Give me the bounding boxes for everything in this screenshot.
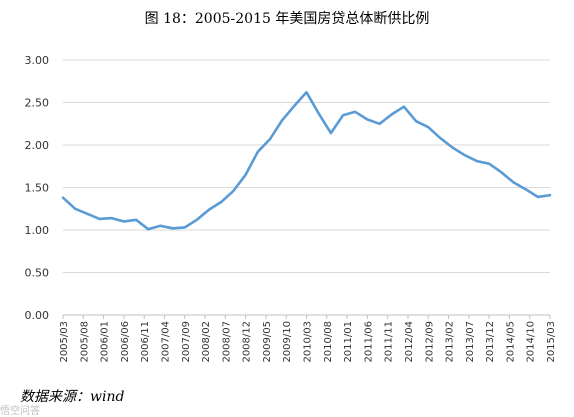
data-point (196, 219, 198, 221)
x-tick-label: 2014/05 (505, 321, 516, 363)
data-point (257, 151, 259, 153)
data-point (524, 188, 527, 190)
x-tick-label: 2013/02 (445, 321, 456, 363)
x-tick-label: 2008/12 (242, 321, 253, 363)
x-tick-label: 2012/09 (424, 321, 435, 363)
data-point (512, 181, 515, 184)
data-point (330, 132, 332, 134)
data-point (159, 224, 162, 227)
data-point (317, 112, 320, 115)
x-tick-label: 2011/11 (384, 321, 395, 363)
x-tick-label: 2006/06 (120, 321, 131, 363)
x-tick-label: 2005/08 (79, 321, 90, 363)
data-point (500, 171, 503, 173)
x-tick-label: 2010/08 (323, 321, 334, 363)
data-point (537, 196, 539, 198)
chart-title: 图 18：2005-2015 年美国房贷总体断供比例 (144, 11, 430, 27)
y-tick-label: 1.50 (25, 182, 50, 195)
data-point (147, 228, 150, 230)
x-tick-label: 2008/02 (201, 321, 212, 363)
source-note: 数据来源：wind (20, 389, 125, 405)
data-point (232, 190, 235, 192)
x-tick-label: 2009/10 (282, 321, 293, 363)
x-tick-label: 2005/03 (59, 321, 70, 363)
data-point (342, 114, 344, 117)
data-point (476, 160, 478, 162)
data-point (354, 111, 357, 113)
x-tick-label: 2006/01 (100, 321, 111, 363)
x-tick-label: 2013/12 (485, 321, 496, 363)
data-point (244, 173, 247, 176)
x-tick-label: 2010/03 (303, 321, 314, 363)
watermark: 悟空问答 (0, 406, 40, 417)
data-point (378, 122, 381, 125)
x-tick-label: 2013/07 (465, 321, 476, 363)
data-point (183, 226, 186, 229)
y-tick-label: 0.50 (25, 267, 50, 280)
data-point (220, 201, 223, 203)
x-tick-label: 2011/06 (363, 321, 374, 363)
data-point (123, 220, 125, 223)
y-tick-label: 3.00 (25, 54, 50, 67)
x-tick-label: 2007/09 (181, 321, 192, 363)
data-point (135, 219, 137, 221)
data-point (415, 120, 417, 122)
data-point (110, 217, 113, 219)
data-point (439, 137, 442, 139)
y-tick-label: 2.50 (25, 97, 50, 110)
data-point (74, 207, 76, 210)
data-point (293, 105, 296, 107)
data-point (171, 227, 174, 230)
x-tick-label: 2015/03 (546, 321, 557, 363)
data-point (549, 194, 551, 196)
y-tick-label: 1.00 (25, 224, 50, 237)
x-tick-label: 2012/04 (404, 321, 415, 363)
data-point (366, 118, 369, 121)
data-point (451, 146, 454, 149)
data-point (305, 91, 308, 94)
data-point (390, 113, 393, 116)
x-tick-label: 2006/11 (140, 321, 151, 363)
data-point (427, 126, 430, 128)
data-point (269, 138, 271, 140)
data-point (62, 196, 64, 199)
data-point (98, 218, 101, 220)
data-point (281, 119, 283, 122)
data-point (488, 162, 490, 165)
data-point (463, 154, 466, 156)
x-tick-label: 2014/10 (526, 321, 537, 363)
y-tick-label: 2.00 (25, 139, 50, 152)
x-tick-label: 2011/01 (343, 321, 354, 363)
x-tick-label: 2009/05 (262, 321, 273, 363)
data-point (208, 208, 210, 211)
x-tick-label: 2007/04 (160, 321, 171, 363)
data-point (403, 105, 405, 108)
x-tick-label: 2008/07 (221, 321, 232, 363)
data-point (86, 213, 89, 215)
y-tick-label: 0.00 (25, 309, 50, 322)
